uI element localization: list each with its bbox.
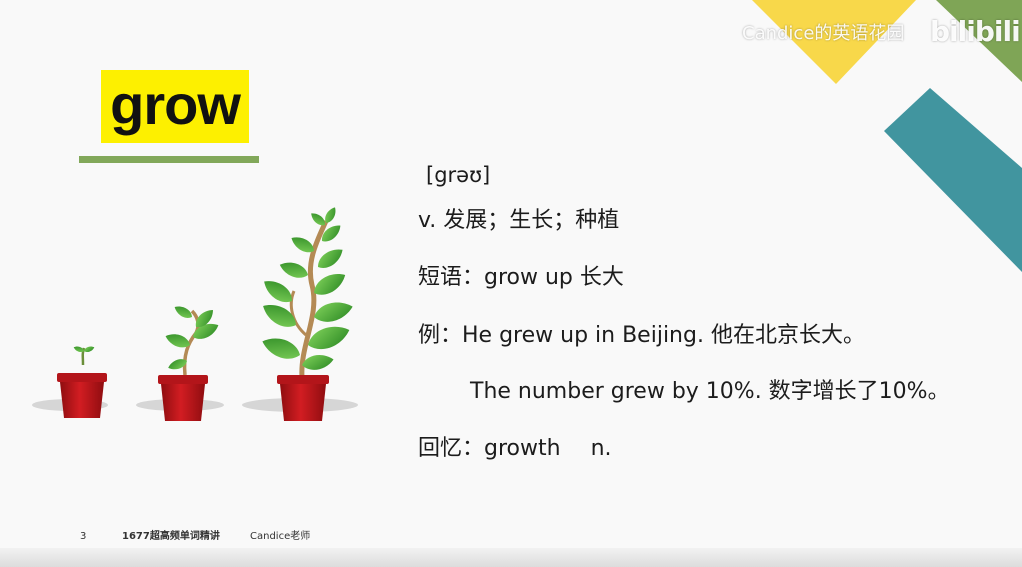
recall-word: growth: [484, 436, 561, 461]
course-title: 1677超高频单词精讲: [122, 531, 220, 542]
example-sentence-1: He grew up in Beijing. 他在北京长大。: [462, 323, 865, 348]
definition: v. 发展；生长；种植: [418, 208, 620, 233]
example-sentence-2: The number grew by 10%. 数字增长了10%。: [470, 379, 950, 404]
page-number: 3: [80, 531, 87, 542]
word-highlight: [101, 70, 249, 143]
bilibili-logo: bilibili: [930, 15, 1021, 48]
bottom-band: [0, 548, 1022, 567]
recall-label: 回忆：: [418, 436, 485, 461]
word-underline: [79, 156, 259, 163]
example-line-1: 例：He grew up in Beijing. 他在北京长大。: [418, 321, 865, 351]
recall-line: 回忆：growth n.: [418, 434, 612, 464]
teal-band-shape: [884, 88, 1022, 272]
sprout-pot-icon: [32, 344, 108, 418]
phrase-label: 短语：: [418, 265, 485, 290]
example-label: 例：: [418, 323, 463, 348]
channel-watermark: Candice的英语花园: [742, 23, 905, 44]
phonetic: [grəʊ]: [426, 163, 491, 187]
teacher-name: Candice老师: [250, 531, 311, 542]
recall-pos: n.: [590, 436, 612, 461]
grown-plant-pot-icon: [242, 205, 358, 421]
yellow-triangle-shape: [752, 0, 916, 84]
young-plant-pot-icon: [136, 303, 224, 421]
phrase-text: grow up 长大: [484, 265, 624, 290]
phrase-line: 短语：grow up 长大: [418, 263, 624, 293]
plant-growth-illustration: [32, 205, 358, 421]
vocab-word: grow: [110, 73, 241, 136]
green-triangle-shape: [936, 0, 1022, 82]
